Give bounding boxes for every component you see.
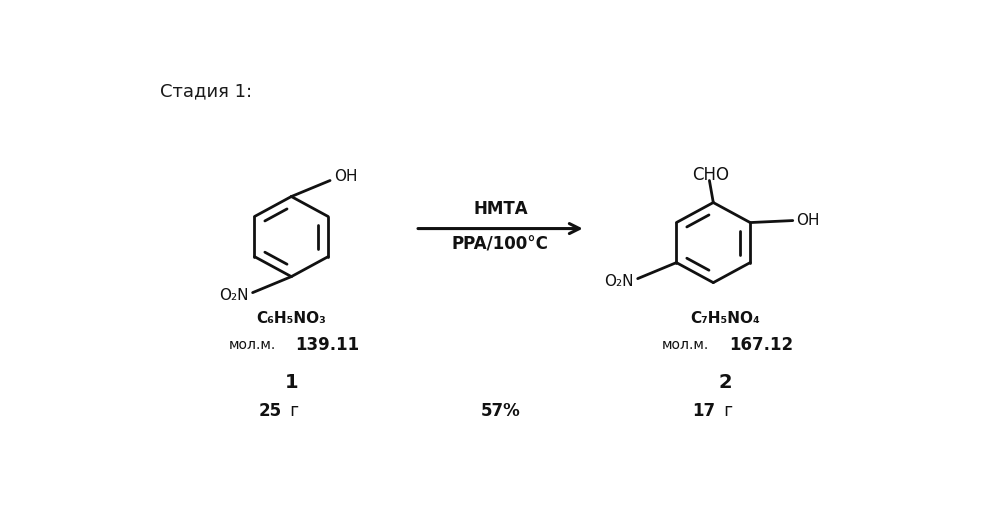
Text: НМТА: НМТА: [474, 200, 527, 217]
Text: мол.м.: мол.м.: [662, 337, 709, 352]
Text: CHO: CHO: [692, 165, 729, 184]
Text: 17: 17: [692, 402, 715, 420]
Text: OH: OH: [334, 169, 358, 184]
Text: 25: 25: [259, 402, 282, 420]
Text: Стадия 1:: Стадия 1:: [160, 82, 252, 100]
Text: 1: 1: [285, 373, 298, 392]
Text: 2: 2: [718, 373, 731, 392]
Text: O₂N: O₂N: [219, 288, 249, 303]
Text: г: г: [285, 402, 299, 420]
Text: мол.м.: мол.м.: [229, 337, 276, 352]
Text: PPA/100°C: PPA/100°C: [452, 236, 548, 254]
Text: C₆H₅NO₃: C₆H₅NO₃: [257, 311, 327, 326]
Text: 167.12: 167.12: [729, 336, 793, 354]
Text: 139.11: 139.11: [296, 336, 360, 354]
Text: C₇H₅NO₄: C₇H₅NO₄: [690, 311, 760, 326]
Text: г: г: [718, 402, 732, 420]
Text: OH: OH: [796, 213, 820, 228]
Text: O₂N: O₂N: [604, 275, 633, 289]
Text: 57%: 57%: [481, 402, 520, 420]
